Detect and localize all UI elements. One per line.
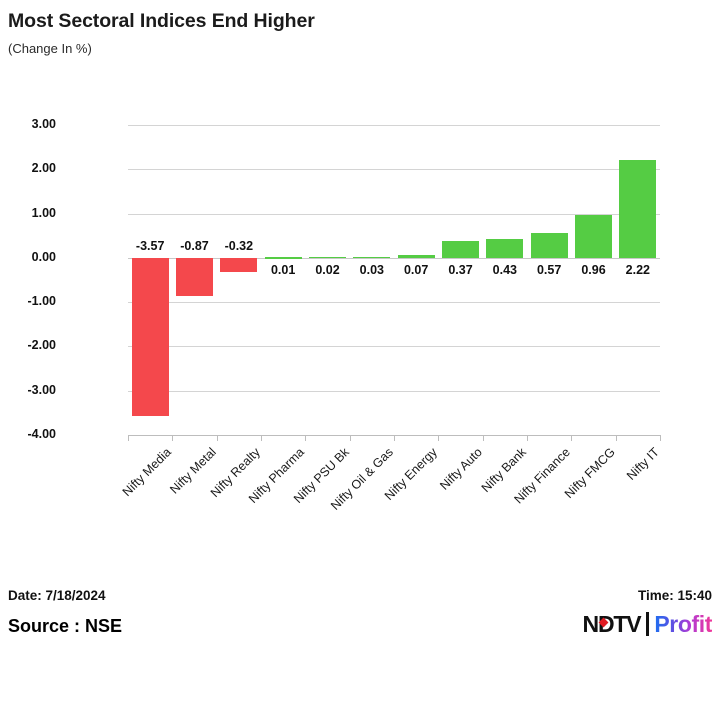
x-axis-tick [438,435,440,441]
bar-value-label: 0.02 [315,262,340,277]
y-axis-tick-label: 0.00 [31,249,56,264]
x-axis-tick [394,435,395,441]
zero-axis-line [128,257,660,259]
bar-value-label: 0.57 [536,262,562,277]
bar-value-label: 0.43 [492,262,517,277]
logo-divider [646,612,650,636]
bar-value-label: 0.03 [359,262,384,277]
y-axis-tick-label: 3.00 [31,117,56,131]
bar [442,241,479,258]
bar-value-label: -0.32 [224,238,254,253]
gridline [128,125,660,126]
gridline [128,169,660,171]
bar [530,232,568,258]
gridline [128,346,660,348]
bar [575,215,612,258]
bar-value-label: 0.07 [403,262,429,277]
bar [397,254,435,258]
x-axis-tick [615,435,617,441]
bar [309,256,346,259]
x-axis-tick [128,435,129,441]
profit-wordmark: Profit [654,610,712,637]
x-axis-tick [482,435,484,441]
bar-value-label: -0.87 [180,238,209,253]
ndtv-wordmark: NDTV [582,610,642,637]
gridline [128,390,660,392]
date-label: Date: 7/18/2024 [8,588,106,603]
y-axis-tick-label: -4.00 [27,427,57,441]
x-axis-tick [571,435,573,441]
bar-chart: Nifty Media Nifty Metal Nifty Realty Nifty … [0,96,720,556]
gridline [128,213,660,215]
bar-value-label: 0.37 [448,262,473,277]
bar [619,159,657,258]
x-axis-tick [216,435,218,441]
page-title: Most Sectoral Indices End Higher [8,10,315,32]
bar-value-label: -3.57 [135,238,165,253]
x-axis-tick [527,435,528,441]
chart-header: Most Sectoral Indices End Higher (Change… [8,8,712,57]
x-axis-tick [172,435,174,441]
x-axis-tick [349,435,351,441]
x-axis-tick [261,435,262,441]
bar [353,256,391,258]
y-axis-tick-label: -3.00 [27,382,57,397]
bar [220,257,258,272]
bar [176,257,213,297]
bar [486,238,524,258]
chart-subtitle: (Change In %) [8,41,92,56]
bar [131,257,169,416]
ndtv-profit-logo: NDTV Profit [582,610,713,638]
bar-value-label: 2.22 [625,262,650,277]
y-axis-tick-label: -2.00 [27,338,57,353]
y-axis-tick-label: 1.00 [31,205,56,220]
y-axis-tick-label: 2.00 [31,161,56,176]
x-axis-tick [305,435,307,441]
time-label: Time: 15:40 [637,588,712,603]
y-axis-tick-label: -1.00 [27,294,57,309]
bar-value-label: 0.01 [270,262,296,277]
bar-value-label: 0.96 [581,262,606,277]
plot-area [128,125,660,435]
source-label: Source : NSE [8,616,123,636]
gridline [128,302,660,304]
x-axis-tick [660,435,661,441]
bar [264,257,302,259]
chart-footer: Date: 7/18/2024 Source : NSE Time: 15:40… [0,580,720,720]
